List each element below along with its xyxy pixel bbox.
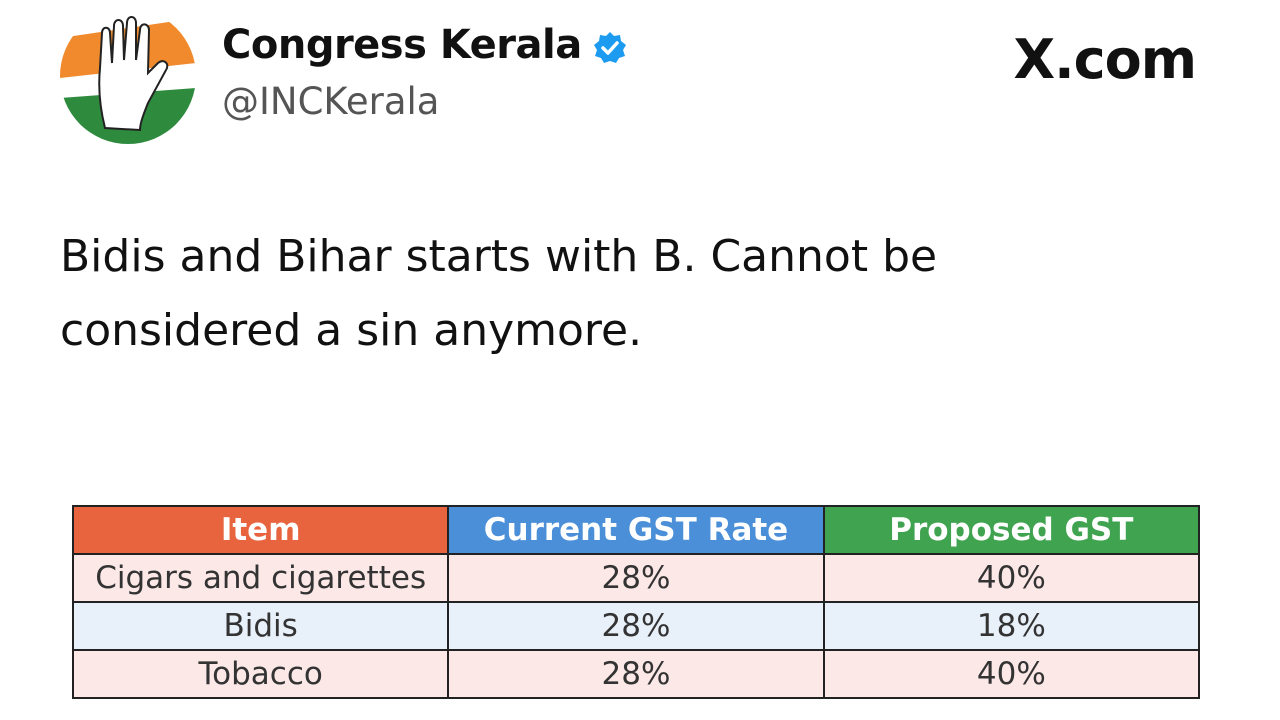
table-cell: Bidis (71, 601, 450, 651)
table-cell: 40% (822, 649, 1201, 699)
table-cell: 28% (447, 649, 825, 699)
verified-badge (594, 32, 626, 63)
author-name[interactable]: Congress Kerala (222, 22, 582, 68)
table-cell: 18% (822, 601, 1201, 651)
site-label: X.com (1013, 28, 1197, 91)
header-row: Item Current GST Rate Proposed GST (71, 505, 1201, 555)
table-cell: Cigars and cigarettes (71, 553, 450, 603)
header-cell: Proposed GST (822, 505, 1201, 555)
post-text: Bidis and Bihar starts with B. Cannot be… (60, 231, 938, 356)
table-row: Cigars and cigarettes 28% 40% (71, 553, 1201, 603)
author-handle[interactable]: @INCKerala (222, 80, 440, 123)
table-body: Cigars and cigarettes 28% 40% Bidis 28% 18% To… (71, 553, 1201, 699)
table-cell: 40% (822, 553, 1201, 603)
gst-table: Item Current GST Rate Proposed GST Cigars … (71, 505, 1201, 699)
table-header: Item Current GST Rate Proposed GST (71, 505, 1201, 555)
table-cell: 28% (447, 601, 825, 651)
table-cell: 28% (447, 553, 825, 603)
header-cell: Current GST Rate (447, 505, 825, 555)
table-row: Tobacco 28% 40% (71, 649, 1201, 699)
table-row: Bidis 28% 18% (71, 601, 1201, 651)
table-cell: Tobacco (71, 649, 450, 699)
avatar[interactable] (60, 8, 196, 144)
header-cell: Item (71, 505, 450, 555)
